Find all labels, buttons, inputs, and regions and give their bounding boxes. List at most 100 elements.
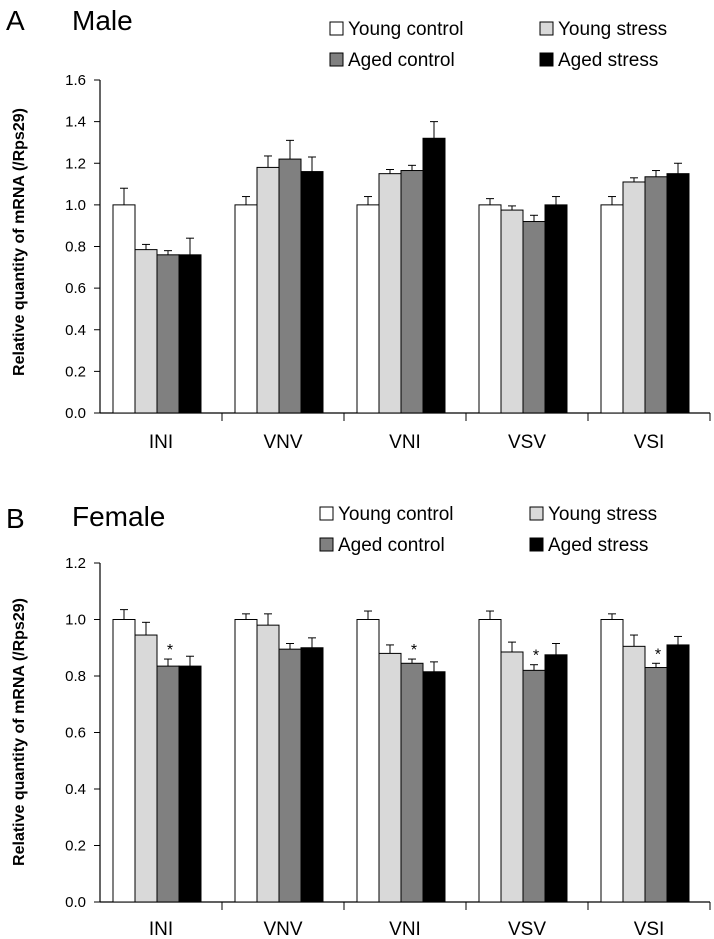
bar-aged-stress-vnv <box>300 171 324 414</box>
panel-female: B Female Relative quantity of mRNA (/Rps… <box>6 501 711 939</box>
bar-young-stress-vnv <box>256 166 280 414</box>
legend-swatch-aged-control <box>319 537 334 552</box>
y-tick-label: 1.2 <box>65 155 86 172</box>
bar-young-stress-vsi <box>622 645 646 903</box>
bar-aged-control-vni <box>400 170 424 414</box>
bar-young-control-vsi <box>600 204 624 414</box>
y-tick-label: 1.6 <box>65 72 86 89</box>
bar-young-control-vnv <box>234 204 258 414</box>
y-tick-label: 0.0 <box>65 405 86 422</box>
significance-marker: * <box>655 646 661 663</box>
panel-title: Female <box>72 501 165 532</box>
bar-aged-control-vni <box>400 662 424 903</box>
legend-swatch-aged-control <box>329 52 344 67</box>
x-tick-label: VNV <box>263 919 302 939</box>
legend-swatch-young-control <box>329 21 344 36</box>
bar-aged-control-ini <box>156 665 180 903</box>
bar-young-stress-vsi <box>622 181 646 414</box>
y-tick-label: 1.0 <box>65 612 86 629</box>
bar-aged-stress-vni <box>422 137 446 414</box>
bar-young-control-ini <box>112 619 136 903</box>
legend-label-aged-control: Aged control <box>338 535 445 556</box>
y-tick-label: 0.4 <box>65 781 86 798</box>
bar-young-control-vnv <box>234 619 258 903</box>
bar-aged-control-vsi <box>644 667 668 903</box>
bar-aged-control-vsv <box>522 669 546 903</box>
y-tick-label: 0.8 <box>65 668 86 685</box>
bar-aged-stress-ini <box>178 665 202 903</box>
legend: Young control Young stress Aged control Age… <box>329 19 667 71</box>
y-axis-label: Relative quantity of mRNA (/Rps29) <box>11 598 28 866</box>
bar-aged-stress-vnv <box>300 647 324 903</box>
bars <box>112 121 690 414</box>
bar-young-stress-vni <box>378 173 402 414</box>
bar-aged-control-vsi <box>644 176 668 414</box>
x-tick-label: VSI <box>634 432 665 453</box>
legend-swatch-young-stress <box>529 506 544 521</box>
legend-swatch-aged-stress <box>539 52 554 67</box>
bar-young-stress-vsv <box>500 209 524 414</box>
x-tick-label: VNI <box>389 919 421 939</box>
legend-swatch-aged-stress <box>529 537 544 552</box>
bar-aged-control-vnv <box>278 648 302 903</box>
x-tick-label: VSI <box>634 919 665 939</box>
panel-label: B <box>6 503 25 534</box>
bar-young-stress-vsv <box>500 651 524 903</box>
x-tick-label: INI <box>149 919 173 939</box>
bar-aged-stress-vsi <box>666 173 690 414</box>
bar-young-control-vsv <box>478 204 502 414</box>
legend-label-aged-stress: Aged stress <box>548 535 648 556</box>
bar-young-control-vsi <box>600 619 624 903</box>
panel-label: A <box>6 5 25 36</box>
bar-young-stress-ini <box>134 634 158 903</box>
y-tick-label: 0.0 <box>65 894 86 911</box>
axes: 0.0 0.2 0.4 0.6 0.8 1.0 1.2 1.4 1.6 INI VNV VNI VSV V… <box>65 72 711 453</box>
y-axis-label: Relative quantity of mRNA (/Rps29) <box>11 108 28 376</box>
bar-young-control-vsv <box>478 619 502 903</box>
legend-label-young-control: Young control <box>348 19 464 40</box>
bars: * * * * <box>112 609 690 903</box>
panel-male: A Male Relative quantity of mRNA (/Rps29… <box>6 5 711 453</box>
legend-label-young-control: Young control <box>338 504 454 525</box>
significance-marker: * <box>167 642 173 659</box>
y-tick-label: 1.2 <box>65 555 86 572</box>
y-tick-label: 0.6 <box>65 280 86 297</box>
significance-marker: * <box>411 642 417 659</box>
legend-swatch-young-control <box>319 506 334 521</box>
legend-swatch-young-stress <box>539 21 554 36</box>
bar-aged-stress-vsv <box>544 204 568 414</box>
y-tick-label: 1.0 <box>65 197 86 214</box>
bar-aged-control-vnv <box>278 158 302 414</box>
y-tick-label: 0.8 <box>65 239 86 256</box>
legend-label-young-stress: Young stress <box>548 504 657 525</box>
legend-label-aged-control: Aged control <box>348 50 455 71</box>
legend: Young control Young stress Aged control Age… <box>319 504 657 556</box>
significance-marker: * <box>533 648 539 665</box>
bar-aged-stress-ini <box>178 254 202 414</box>
bar-young-stress-vnv <box>256 624 280 903</box>
x-tick-label: VNV <box>263 432 302 453</box>
y-tick-label: 0.2 <box>65 363 86 380</box>
bar-aged-control-vsv <box>522 221 546 414</box>
bar-young-stress-vni <box>378 652 402 903</box>
y-tick-label: 0.2 <box>65 838 86 855</box>
bar-young-control-vni <box>356 204 380 414</box>
y-tick-label: 0.6 <box>65 725 86 742</box>
panel-title: Male <box>72 5 133 36</box>
x-tick-label: VNI <box>389 432 421 453</box>
bar-aged-stress-vsv <box>544 654 568 903</box>
bar-aged-stress-vsi <box>666 644 690 903</box>
x-tick-label: VSV <box>508 432 546 453</box>
x-tick-label: VSV <box>508 919 546 939</box>
bar-young-stress-ini <box>134 249 158 414</box>
legend-label-aged-stress: Aged stress <box>558 50 658 71</box>
y-tick-label: 0.4 <box>65 322 86 339</box>
x-tick-label: INI <box>149 432 173 453</box>
bar-young-control-ini <box>112 204 136 414</box>
bar-aged-control-ini <box>156 254 180 414</box>
bar-young-control-vni <box>356 619 380 903</box>
bar-aged-stress-vni <box>422 671 446 903</box>
legend-label-young-stress: Young stress <box>558 19 667 40</box>
y-tick-label: 1.4 <box>65 114 86 131</box>
